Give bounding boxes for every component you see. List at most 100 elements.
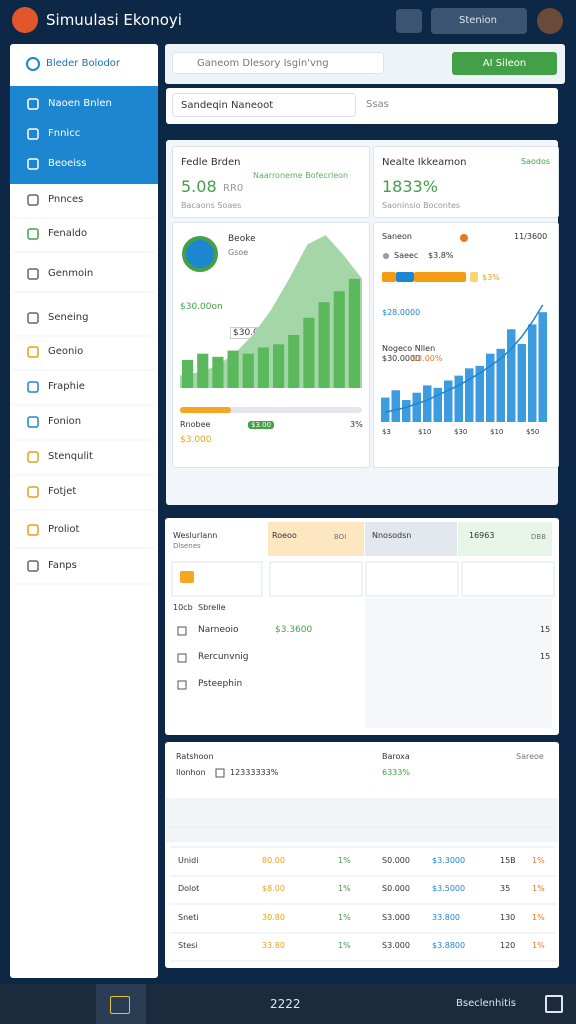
cell: 33.80: [262, 941, 285, 950]
list-item[interactable]: Narneoio: [198, 625, 239, 635]
table-title: Ratshoon: [176, 752, 214, 761]
legend: $3.8%: [428, 251, 454, 260]
x-tick-label: $50: [526, 428, 540, 436]
bar: [423, 385, 432, 422]
card-unit: RR0: [223, 183, 244, 194]
search-button[interactable]: Stenion: [431, 8, 527, 34]
checkbox: [177, 653, 187, 663]
cell: 30.80: [262, 913, 285, 922]
annotation: Nogeco Nllen: [382, 344, 436, 353]
cell: 1%: [532, 941, 545, 950]
column-header: 16963: [469, 531, 495, 540]
nav-icon: [27, 194, 39, 206]
nav-item[interactable]: Fonion: [48, 416, 82, 427]
annotation: S3.00%: [412, 354, 443, 363]
filter-input[interactable]: Sandeqin Naneoot: [172, 93, 356, 117]
nav-item[interactable]: Fanps: [48, 560, 77, 571]
bar: [257, 347, 269, 388]
cell: 80.00: [262, 856, 285, 865]
x-tick-label: $3: [382, 428, 391, 436]
label: 11/3600: [514, 232, 548, 241]
bar: [454, 375, 463, 422]
cell: 33.800: [432, 913, 460, 922]
cell: $3.8800: [432, 941, 466, 950]
bar: [391, 390, 400, 422]
column-sub: DBB: [531, 533, 546, 541]
icon-button[interactable]: [396, 9, 422, 33]
nav-item[interactable]: Naoen Bnlen: [48, 98, 112, 109]
nav-icon: [27, 228, 39, 240]
card-title: Fedle Brden: [181, 157, 241, 168]
data-table: [165, 742, 559, 968]
nav-item[interactable]: Seneing: [48, 312, 89, 323]
header-band: [166, 798, 558, 842]
nav-item[interactable]: Beoeiss: [48, 158, 87, 169]
value-box: [365, 561, 459, 597]
cell: 120: [500, 941, 516, 950]
cell: 1%: [338, 884, 351, 893]
value: 6333%: [382, 768, 410, 777]
badge: $3.00: [248, 421, 275, 429]
header-cell: [365, 522, 457, 556]
list-item[interactable]: Rercunvnig: [198, 652, 249, 662]
list-item[interactable]: Psteephin: [198, 679, 243, 689]
filter-label[interactable]: Ilonhon: [176, 768, 206, 777]
tag-icon: [180, 571, 194, 583]
search-input[interactable]: Ganeom Dlesory Isgin'vng: [172, 52, 384, 74]
cell: 1%: [532, 884, 545, 893]
nav-item[interactable]: Stenqulit: [48, 451, 93, 462]
label: Sbrelle: [198, 603, 226, 612]
nav-icon: [27, 346, 39, 358]
bar: [496, 348, 505, 422]
line: [385, 304, 544, 413]
bar: [318, 302, 330, 388]
avatar[interactable]: [537, 8, 563, 34]
column-sub: BOI: [334, 533, 347, 541]
nav-icon: [27, 560, 39, 572]
nav-item[interactable]: Fotjet: [48, 486, 77, 497]
tab-icon[interactable]: [110, 996, 130, 1014]
nav-item[interactable]: Fenaldo: [48, 228, 88, 239]
nav-item[interactable]: Fraphie: [48, 381, 85, 392]
legend-dot: [383, 253, 389, 259]
nav-item[interactable]: Proliot: [48, 524, 80, 535]
nav-icon: [27, 381, 39, 393]
chart-title: Saneon: [382, 232, 412, 241]
cell: 1%: [338, 913, 351, 922]
cell: $8.00: [262, 884, 285, 893]
card-sub: Bacaons Soaes: [181, 201, 242, 210]
checkbox: [177, 680, 187, 690]
primary-button[interactable]: AI Sileon: [452, 52, 557, 75]
progress-bar: [180, 407, 231, 413]
cell: $3.3000: [432, 856, 466, 865]
cell: 1%: [338, 941, 351, 950]
label: $3.000: [180, 435, 212, 445]
nav-icon: [27, 486, 39, 498]
column-header: Nnosodsn: [372, 531, 412, 540]
bar: [412, 392, 421, 422]
cell: S0.000: [382, 884, 410, 893]
list-count: 15: [540, 625, 551, 634]
bar: [433, 387, 442, 422]
active-group: [10, 86, 158, 184]
nav-item[interactable]: Pnnces: [48, 194, 84, 205]
cell: 1%: [338, 856, 351, 865]
nav-item[interactable]: Fnnicc: [48, 128, 81, 139]
bottom-label: Bseclenhitis: [456, 998, 517, 1009]
legend-swatch: [382, 272, 396, 282]
nav-icon: [27, 524, 39, 536]
bar: [444, 380, 453, 422]
filter-value[interactable]: 12333333%: [230, 768, 279, 777]
bar: [333, 291, 345, 388]
value-box: [269, 561, 363, 597]
brand-icon: [26, 57, 40, 71]
bar: [507, 329, 516, 422]
chat-icon[interactable]: [545, 995, 563, 1013]
nav-item[interactable]: Genmoin: [48, 268, 94, 279]
active-tab[interactable]: [96, 984, 146, 1024]
nav-item[interactable]: Geonio: [48, 346, 84, 357]
app-title: Simuulasi Ekonoyi: [46, 11, 182, 29]
bottom-bar: 2222 Bseclenhitis: [0, 984, 576, 1024]
filter-input[interactable]: Ssas: [366, 99, 389, 110]
